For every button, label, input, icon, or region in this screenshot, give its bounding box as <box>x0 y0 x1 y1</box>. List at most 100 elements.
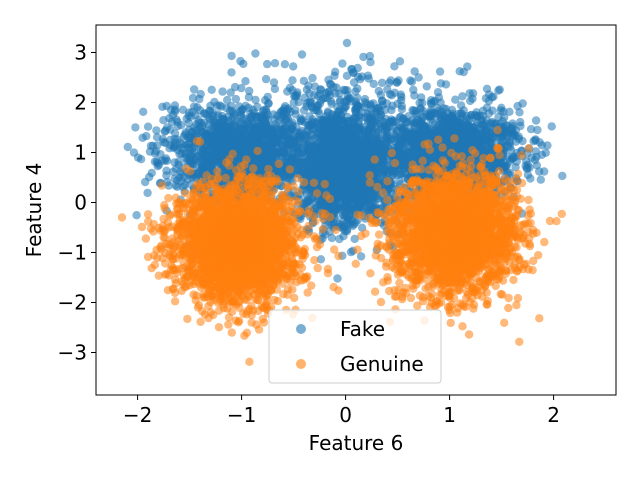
data-point-fake <box>166 105 176 115</box>
data-point-fake <box>166 125 175 134</box>
data-point-fake <box>329 143 338 152</box>
data-point-fake <box>377 78 387 88</box>
data-point-fake <box>303 168 312 177</box>
data-point-fake <box>459 106 468 115</box>
data-point-fake <box>338 59 347 68</box>
data-point-fake <box>143 188 152 198</box>
data-point-fake <box>340 180 349 189</box>
data-point-fake <box>152 133 162 142</box>
data-point-fake <box>231 137 240 147</box>
data-point-fake <box>509 130 518 140</box>
data-point-fake <box>351 104 361 113</box>
data-point-fake <box>422 82 431 91</box>
data-point-fake <box>460 130 470 140</box>
data-point-fake <box>209 142 219 151</box>
data-point-fake <box>482 84 492 94</box>
data-point-fake <box>340 126 349 135</box>
data-point-fake <box>158 102 167 112</box>
data-point-fake <box>168 167 178 176</box>
data-point-fake <box>377 96 387 105</box>
data-point-fake <box>417 126 426 135</box>
data-point-fake <box>200 109 209 118</box>
data-point-fake <box>174 157 183 166</box>
data-point-fake <box>190 85 199 94</box>
data-point-fake <box>381 165 390 174</box>
data-point-fake <box>329 165 338 174</box>
data-point-fake <box>435 67 445 76</box>
data-point-fake <box>368 109 377 119</box>
data-point-fake <box>332 182 341 191</box>
data-point-fake <box>310 90 319 100</box>
data-point-fake <box>145 172 154 182</box>
data-point-fake <box>184 118 193 128</box>
data-point-fake <box>338 133 347 143</box>
data-point-fake <box>350 143 360 153</box>
data-point-fake <box>411 106 420 116</box>
data-point-fake <box>260 126 269 135</box>
data-point-fake <box>342 38 352 48</box>
data-point-fake <box>162 166 171 175</box>
data-point-fake <box>261 74 271 84</box>
data-point-fake <box>162 156 172 165</box>
data-point-fake <box>437 124 446 134</box>
data-point-fake <box>244 93 254 102</box>
data-point-fake <box>468 89 478 98</box>
data-point-fake <box>458 121 467 130</box>
data-point-fake <box>132 211 141 220</box>
data-point-fake <box>245 124 254 133</box>
data-point-fake <box>361 126 370 135</box>
data-point-fake <box>558 171 567 181</box>
data-point-fake <box>523 160 532 170</box>
data-point-fake <box>367 147 377 156</box>
data-point-fake <box>331 67 340 77</box>
data-point-fake <box>244 103 253 113</box>
data-point-fake <box>533 125 542 135</box>
data-point-fake <box>226 88 235 97</box>
data-point-fake <box>406 76 415 85</box>
data-point-fake <box>369 79 378 89</box>
data-point-fake <box>251 49 260 58</box>
data-point-fake <box>388 118 397 127</box>
data-point-fake <box>501 129 511 139</box>
data-point-fake <box>427 109 436 118</box>
data-point-fake <box>478 145 488 155</box>
data-point-fake <box>289 157 298 167</box>
data-point-fake <box>280 59 290 69</box>
data-point-fake <box>458 92 467 101</box>
data-point-fake <box>446 116 455 125</box>
data-point-fake <box>324 134 333 144</box>
data-point-fake <box>345 192 354 202</box>
data-point-fake <box>241 77 250 86</box>
data-point-fake <box>245 86 254 96</box>
data-point-fake <box>227 68 236 77</box>
data-point-fake <box>317 170 326 179</box>
data-point-fake <box>336 105 345 114</box>
data-point-fake <box>342 71 352 81</box>
data-point-fake <box>478 111 488 121</box>
data-point-fake <box>332 83 341 92</box>
data-point-fake <box>484 96 494 106</box>
data-point-fake <box>436 116 445 125</box>
data-point-fake <box>515 108 524 117</box>
data-point-fake <box>260 105 269 115</box>
data-point-fake <box>173 117 182 127</box>
data-point-fake <box>297 50 307 59</box>
data-point-fake <box>153 159 162 168</box>
data-point-fake <box>397 139 406 148</box>
data-point-fake <box>299 76 309 86</box>
data-point-fake <box>349 113 359 122</box>
data-point-fake <box>409 85 418 95</box>
data-point-fake <box>138 133 147 142</box>
data-point-fake <box>537 150 547 159</box>
data-point-fake <box>139 107 148 117</box>
data-point-fake <box>543 141 552 150</box>
data-point-fake <box>486 119 495 128</box>
data-point-fake <box>323 117 333 127</box>
data-point-fake <box>499 107 508 116</box>
data-point-fake <box>381 140 390 150</box>
data-point-fake <box>143 122 153 131</box>
data-point-fake <box>257 115 267 124</box>
data-point-fake <box>222 122 232 132</box>
data-point-fake <box>459 67 468 77</box>
